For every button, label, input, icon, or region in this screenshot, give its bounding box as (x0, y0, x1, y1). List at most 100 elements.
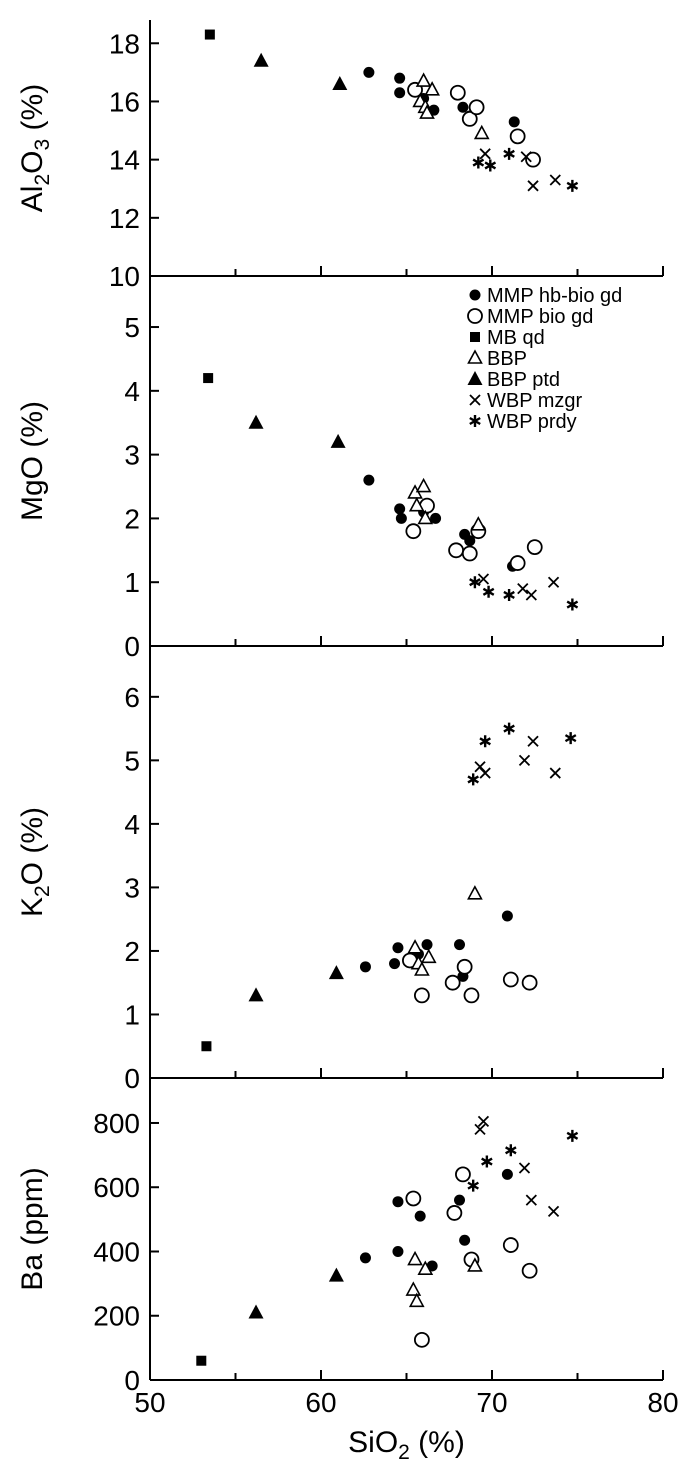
legend-marker-bbp-ptd (467, 371, 483, 385)
y-tick-label: 16 (109, 86, 140, 117)
point-bbp-ptd (330, 433, 346, 448)
legend-label-wbp-prdy: WBP prdy (487, 411, 577, 433)
y-axis-title-mid: O (16, 150, 49, 173)
point-wbp-mzgr (525, 1194, 537, 1206)
point-mmp-hb-bio-gd (363, 474, 375, 486)
legend-marker-mmp-hb-bio-gd (469, 289, 481, 301)
point-mmp-hb-bio-gd (464, 535, 476, 547)
y-axis-title-sub2: 3 (31, 139, 54, 151)
point-bbp-ptd (248, 987, 264, 1002)
point-bbp-ptd (332, 76, 348, 90)
y-axis-title-unit: (%) (16, 84, 49, 139)
point-wbp-prdy (472, 156, 485, 169)
x-axis-title-main: SiO (348, 1426, 398, 1459)
point-wbp-prdy (484, 159, 497, 172)
point-mmp-hb-bio-gd (363, 66, 375, 78)
y-axis-title-main: MgO (16, 456, 49, 521)
y-axis-title-sub1: 2 (31, 885, 54, 897)
y-tick-label: 12 (109, 203, 140, 234)
y-axis-title: Al2O3 (%) (16, 84, 54, 212)
point-bbp (424, 81, 440, 96)
point-mmp-hb-bio-gd (508, 116, 520, 128)
y-tick-label: 5 (124, 745, 140, 776)
legend-label-wbp-mzgr: WBP mzgr (487, 390, 583, 412)
y-axis-title-unit: (ppm) (16, 1167, 49, 1254)
y-axis-title-sub1: 2 (31, 174, 54, 186)
point-mb-qd (203, 373, 214, 384)
point-wbp-prdy (503, 588, 515, 601)
point-mmp-bio-gd (502, 1237, 519, 1253)
point-mmp-hb-bio-gd (501, 1168, 513, 1180)
point-wbp-mzgr (477, 573, 490, 585)
point-wbp-prdy (564, 732, 577, 745)
point-mmp-hb-bio-gd (454, 939, 466, 951)
point-wbp-prdy (505, 1144, 517, 1157)
point-mmp-hb-bio-gd (392, 1196, 404, 1208)
x-tick-label: 80 (647, 1387, 678, 1418)
point-mmp-hb-bio-gd (414, 1210, 426, 1222)
y-axis-title-main: K (16, 897, 49, 917)
point-wbp-prdy (467, 773, 479, 786)
point-wbp-prdy (481, 1155, 493, 1168)
y-axis-title: Ba (ppm) (16, 1167, 49, 1290)
legend-marker-bbp (467, 349, 483, 364)
point-mb-qd (204, 29, 215, 40)
y-axis-title: MgO (%) (16, 401, 49, 521)
x-tick-label: 60 (305, 1387, 336, 1418)
point-mmp-hb-bio-gd (394, 503, 406, 515)
point-bbp (408, 496, 425, 512)
point-wbp-mzgr (518, 1162, 531, 1174)
x-tick-label: 70 (476, 1387, 507, 1418)
point-wbp-mzgr (479, 148, 491, 160)
y-axis-title-mid: O (16, 862, 49, 885)
point-bbp (414, 961, 430, 976)
point-wbp-prdy (566, 598, 579, 611)
point-bbp (408, 1292, 425, 1308)
y-tick-label: 400 (93, 1236, 140, 1267)
point-mmp-hb-bio-gd (389, 958, 401, 970)
point-mmp-hb-bio-gd (359, 1252, 371, 1264)
point-mmp-hb-bio-gd (394, 87, 406, 99)
point-mmp-bio-gd (405, 1190, 422, 1207)
point-bbp (407, 939, 423, 954)
point-wbp-mzgr (518, 754, 531, 766)
point-wbp-prdy (566, 179, 579, 192)
point-mmp-bio-gd (413, 987, 430, 1004)
point-bbp (467, 1257, 483, 1272)
point-bbp-ptd (248, 414, 264, 429)
x-tick-label: 50 (134, 1387, 165, 1418)
point-mmp-hb-bio-gd (457, 101, 469, 113)
y-tick-label: 800 (93, 1108, 140, 1139)
y-axis-title: K2O (%) (16, 807, 54, 917)
point-mmp-bio-gd (448, 542, 464, 559)
y-tick-label: 2 (124, 503, 140, 534)
y-tick-label: 4 (124, 376, 140, 407)
point-wbp-mzgr (527, 180, 539, 192)
x-axis-title: SiO2 (%) (348, 1426, 465, 1464)
point-bbp-ptd (328, 965, 344, 980)
point-bbp-ptd (328, 1267, 344, 1282)
point-bbp (417, 1260, 434, 1275)
point-bbp (405, 1281, 422, 1296)
point-mmp-bio-gd (461, 111, 478, 127)
point-mmp-hb-bio-gd (501, 910, 513, 922)
point-bbp (473, 124, 490, 140)
y-tick-label: 200 (93, 1301, 140, 1332)
point-mmp-bio-gd (509, 128, 526, 145)
legend-marker-mmp-bio-gd (467, 308, 483, 324)
y-tick-label: 600 (93, 1172, 140, 1203)
point-wbp-mzgr (547, 576, 560, 588)
point-wbp-prdy (469, 576, 481, 589)
point-wbp-prdy (566, 1129, 579, 1142)
point-mmp-bio-gd (521, 974, 538, 991)
y-tick-label: 6 (124, 682, 140, 713)
point-mb-qd (201, 1041, 212, 1052)
point-mmp-hb-bio-gd (394, 72, 406, 84)
point-wbp-prdy (503, 722, 515, 735)
panel-2: 0 1 2 3 4 5 MgO (%) (16, 276, 664, 662)
legend-marker-wbp-prdy (469, 415, 481, 427)
point-mmp-bio-gd (456, 958, 473, 975)
y-tick-label: 5 (124, 312, 140, 343)
y-axis-title-unit: (%) (16, 807, 49, 862)
